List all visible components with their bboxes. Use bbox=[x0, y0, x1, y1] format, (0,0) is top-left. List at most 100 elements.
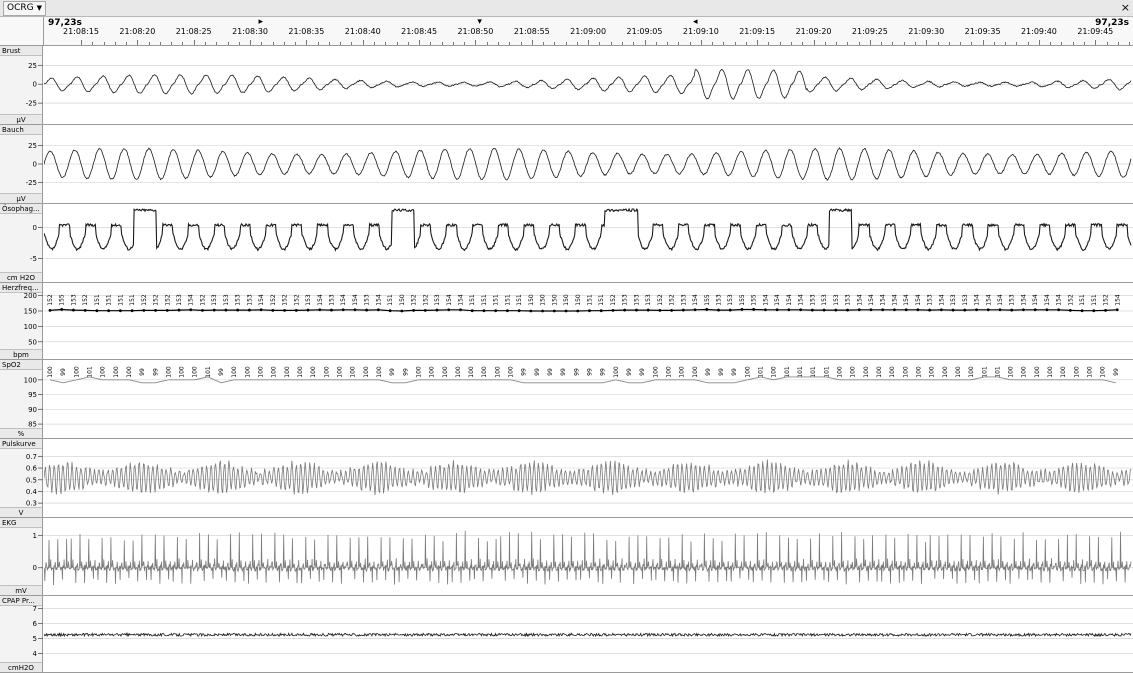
channel-label-panel[interactable]: Bauch µV 25 0 -25 bbox=[0, 125, 43, 203]
channel-pulskurve[interactable]: Pulskurve V 0.7 0.6 0.5 0.4 0.3 bbox=[0, 439, 1133, 518]
value-label: 101 bbox=[810, 366, 817, 378]
value-label: 100 bbox=[429, 366, 436, 378]
channel-name[interactable]: Brust bbox=[0, 46, 42, 56]
value-label: 154 bbox=[762, 294, 769, 306]
value-label: 150 bbox=[551, 294, 558, 306]
y-tick-label: 0 bbox=[33, 161, 37, 169]
value-label: 154 bbox=[1020, 294, 1027, 306]
value-label: 100 bbox=[179, 366, 186, 378]
channel-brust[interactable]: Brust µV 25 0 -25 bbox=[0, 46, 1133, 125]
time-tick-mark bbox=[734, 42, 736, 45]
time-tick-mark bbox=[543, 42, 545, 45]
time-tick-mark bbox=[678, 42, 680, 45]
time-tick-mark bbox=[565, 42, 567, 45]
channel-plot[interactable] bbox=[44, 204, 1133, 282]
time-tick-mark bbox=[633, 42, 635, 45]
value-label: 99 bbox=[547, 368, 554, 376]
channel-name[interactable]: SpO2 bbox=[0, 360, 42, 370]
time-tick-mark bbox=[914, 42, 916, 45]
y-tick-label: -5 bbox=[30, 255, 37, 263]
channel-label-panel[interactable]: SpO2% 100 95 90 85 bbox=[0, 360, 43, 438]
montage-menu-button[interactable]: OCRG ▼ bbox=[3, 1, 46, 16]
channel-name[interactable]: Bauch bbox=[0, 125, 42, 135]
value-label: 152 bbox=[282, 294, 289, 306]
time-tick-mark bbox=[824, 42, 826, 45]
marker-right-icon[interactable]: ▸ bbox=[258, 17, 264, 27]
channel-plot[interactable] bbox=[44, 125, 1133, 203]
value-label: 150 bbox=[399, 294, 406, 306]
value-label: 155 bbox=[59, 294, 66, 306]
value-label: 99 bbox=[587, 368, 594, 376]
herzfreq-trace bbox=[49, 308, 1118, 312]
value-label: 153 bbox=[70, 294, 77, 306]
time-tick-mark bbox=[1072, 42, 1074, 45]
time-tick-mark bbox=[791, 42, 792, 45]
time-tick-mark bbox=[1016, 42, 1018, 45]
value-label: 154 bbox=[188, 294, 195, 306]
channel-name[interactable]: EKG bbox=[0, 518, 42, 528]
marker-left-icon[interactable]: ◂ bbox=[693, 17, 698, 27]
value-label: 100 bbox=[968, 366, 975, 378]
value-label: 153 bbox=[434, 294, 441, 306]
time-tick-mark bbox=[396, 42, 398, 45]
value-label: 100 bbox=[494, 366, 501, 378]
channel-label-panel[interactable]: CPAP Pr... cmH2O 7 6 5 4 bbox=[0, 596, 43, 672]
channel-bauch[interactable]: Bauch µV 25 0 -25 bbox=[0, 125, 1133, 204]
channel-label-panel[interactable]: Brust µV 25 0 -25 bbox=[0, 46, 43, 124]
value-label: 152 bbox=[153, 294, 160, 306]
value-label: 99 bbox=[139, 368, 146, 376]
channel-plot[interactable] bbox=[44, 439, 1133, 517]
value-label: 100 bbox=[284, 366, 291, 378]
channel-name[interactable]: Herzfreq... bbox=[0, 283, 42, 293]
channel-name[interactable]: CPAP Pr... bbox=[0, 596, 42, 606]
value-label: 100 bbox=[126, 366, 133, 378]
channel-oesophag[interactable]: Ösophag... cm H2O 0 -5 bbox=[0, 204, 1133, 283]
channel-unit: mV bbox=[0, 585, 42, 595]
channel-unit: % bbox=[0, 428, 42, 438]
value-label: 155 bbox=[751, 294, 758, 306]
time-tick-mark bbox=[486, 42, 488, 45]
time-tick-mark bbox=[238, 42, 240, 45]
time-tick-mark bbox=[858, 42, 860, 45]
channel-label-panel[interactable]: Ösophag... cm H2O 0 -5 bbox=[0, 204, 43, 282]
channel-plot[interactable] bbox=[44, 46, 1133, 124]
close-button[interactable]: × bbox=[1120, 1, 1130, 14]
time-tick-mark bbox=[667, 42, 669, 45]
channel-plot[interactable]: 152 155 153 152 151 151 151 151 152 152 152 153 154 1… bbox=[44, 283, 1133, 359]
channel-plot[interactable] bbox=[44, 518, 1133, 595]
time-tick-mark bbox=[655, 42, 657, 45]
channel-spo2[interactable]: SpO2% 100 95 90 85 100 99 100 101 100 100 100 99 99 10… bbox=[0, 360, 1133, 439]
value-label: 100 bbox=[350, 366, 357, 378]
value-label: 100 bbox=[850, 366, 857, 378]
value-label: 154 bbox=[798, 294, 805, 306]
marker-down-icon[interactable]: ▾ bbox=[477, 17, 482, 27]
channel-herzfreq[interactable]: Herzfreq... bpm 200 150 100 50 152 155 153 152 151… bbox=[0, 283, 1133, 360]
value-label: 100 bbox=[692, 366, 699, 378]
channel-name[interactable]: Ösophag... bbox=[0, 204, 42, 214]
channel-ekg[interactable]: EKG mV 1 0 bbox=[0, 518, 1133, 596]
time-tick-mark bbox=[1106, 42, 1108, 45]
channel-label-panel[interactable]: Herzfreq... bpm 200 150 100 50 bbox=[0, 283, 43, 359]
value-label: 100 bbox=[1073, 366, 1080, 378]
channel-plot[interactable] bbox=[44, 596, 1133, 672]
channel-label-panel[interactable]: EKG mV 1 0 bbox=[0, 518, 43, 595]
value-label: 151 bbox=[598, 294, 605, 306]
channel-name[interactable]: Pulskurve bbox=[0, 439, 42, 449]
channel-cpap[interactable]: CPAP Pr... cmH2O 7 6 5 4 bbox=[0, 596, 1133, 673]
time-tick-mark bbox=[531, 40, 533, 45]
value-label: 100 bbox=[165, 366, 172, 378]
channel-label-panel[interactable]: Pulskurve V 0.7 0.6 0.5 0.4 0.3 bbox=[0, 439, 43, 517]
time-tick-mark bbox=[836, 42, 838, 45]
time-axis-bar[interactable]: 97,23s 97,23s ▸ ▾ ◂ 21:08:15 21:08:20 21:08:… bbox=[0, 17, 1133, 46]
value-label: 151 bbox=[1091, 294, 1098, 306]
value-label: 100 bbox=[652, 366, 659, 378]
channel-unit: V bbox=[0, 507, 42, 517]
channel-plot[interactable]: 100 99 100 101 100 100 100 99 99 100 100 100 101 99 10… bbox=[44, 360, 1133, 438]
y-tick-label: 25 bbox=[28, 62, 37, 70]
time-tick-label: 21:09:15 bbox=[739, 27, 776, 36]
time-tick-mark bbox=[283, 42, 285, 45]
time-tick-label: 21:09:25 bbox=[851, 27, 888, 36]
chevron-down-icon: ▼ bbox=[36, 4, 42, 12]
time-tick-label: 21:08:40 bbox=[344, 27, 381, 36]
value-label: 100 bbox=[468, 366, 475, 378]
